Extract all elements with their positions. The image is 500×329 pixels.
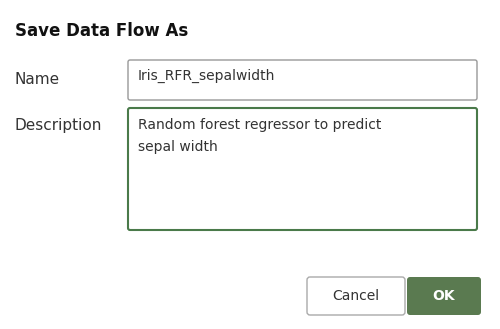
- FancyBboxPatch shape: [407, 277, 481, 315]
- Text: Save Data Flow As: Save Data Flow As: [15, 22, 188, 40]
- Text: Iris_RFR_sepalwidth: Iris_RFR_sepalwidth: [138, 69, 276, 83]
- Text: OK: OK: [432, 289, 456, 303]
- FancyBboxPatch shape: [128, 60, 477, 100]
- Text: Name: Name: [15, 72, 60, 87]
- FancyBboxPatch shape: [128, 108, 477, 230]
- Text: Random forest regressor to predict
sepal width: Random forest regressor to predict sepal…: [138, 118, 382, 154]
- Text: Description: Description: [15, 118, 102, 133]
- Text: Cancel: Cancel: [332, 289, 380, 303]
- FancyBboxPatch shape: [307, 277, 405, 315]
